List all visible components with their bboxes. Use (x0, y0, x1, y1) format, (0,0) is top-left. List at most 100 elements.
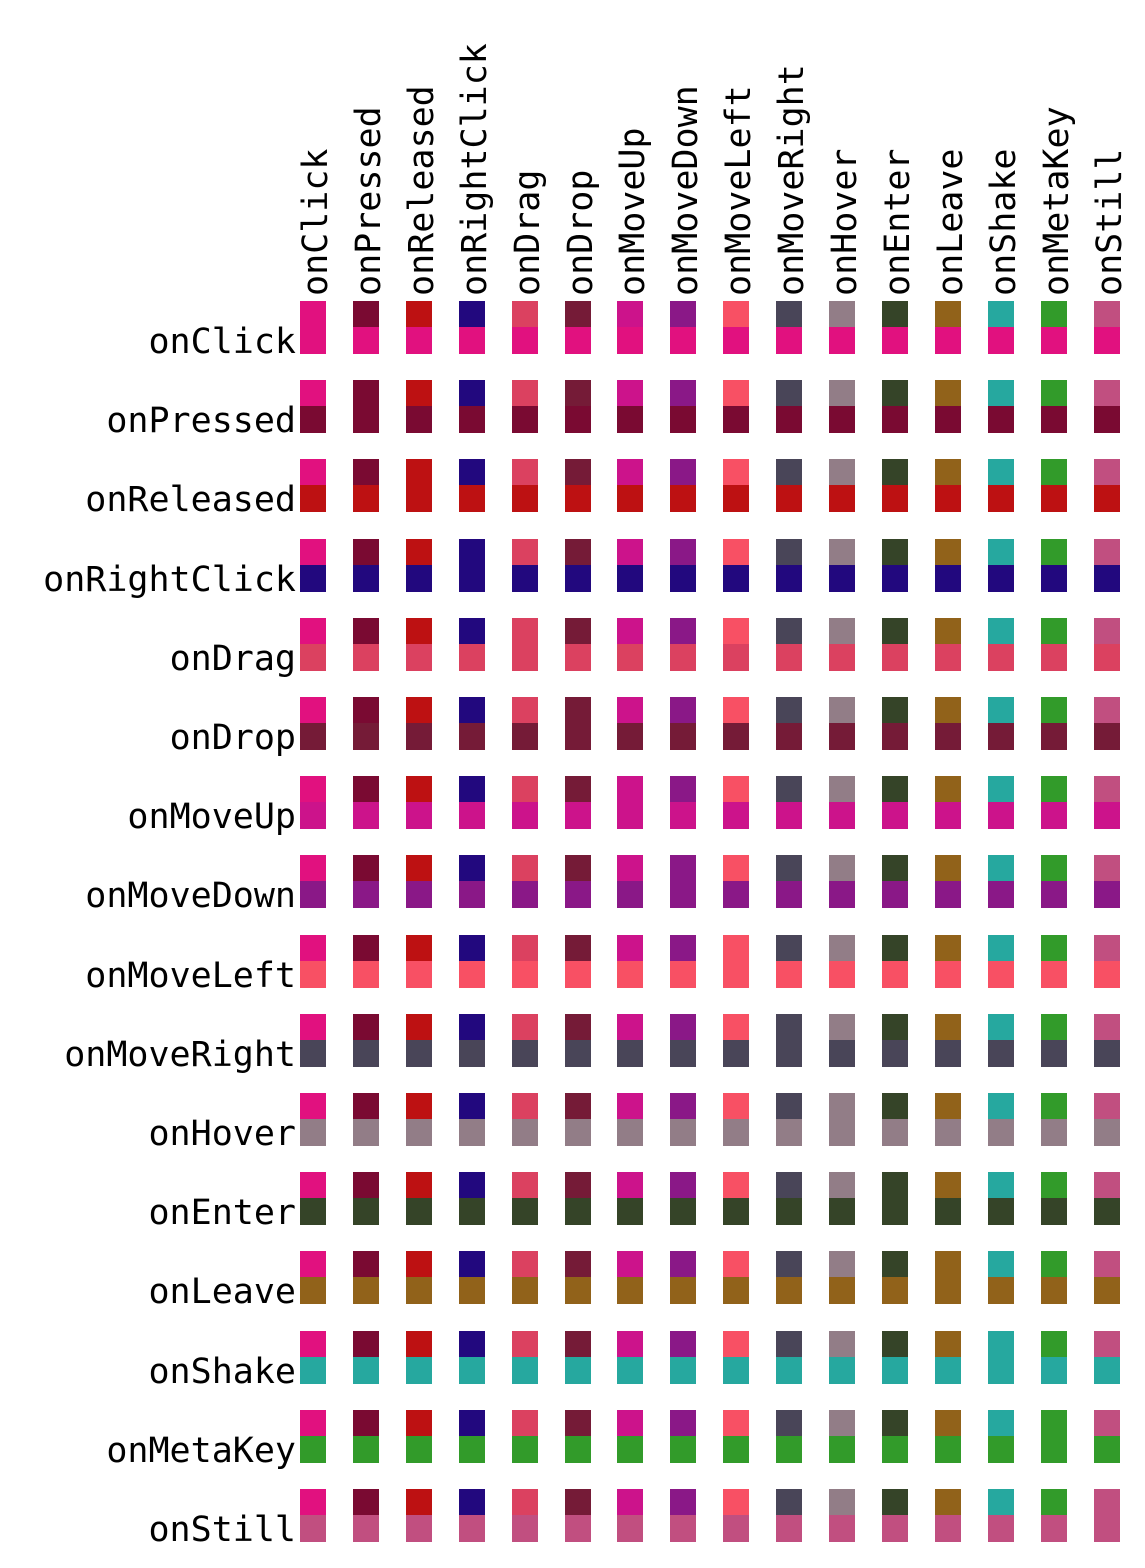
cell-bottom-swatch (511, 406, 538, 434)
cell-onMoveLeft-onDrop (564, 934, 591, 988)
cell-onMoveUp-onMoveRight (776, 776, 803, 830)
cell-onDrop-onShake (987, 697, 1014, 750)
cell-onLeave-onMoveRight (776, 1251, 803, 1305)
cell-top-swatch (511, 1489, 538, 1515)
cell-bottom-swatch (617, 723, 644, 750)
cell-bottom-swatch (776, 1515, 803, 1542)
cell-bottom-swatch (670, 1277, 697, 1305)
cell-bottom-swatch (1093, 1198, 1120, 1226)
cell-top-swatch (670, 1093, 697, 1119)
row-label-onMoveRight: onMoveRight (64, 1034, 296, 1075)
cell-top-swatch (564, 1251, 591, 1278)
cell-onLeave-onClick (300, 1251, 326, 1305)
cell-top-swatch (776, 1172, 803, 1199)
cell-onHover-onDrop (564, 1093, 591, 1146)
cell-onClick-onStill (1093, 301, 1120, 354)
cell-bottom-swatch (511, 485, 538, 513)
cell-top-swatch (617, 855, 644, 882)
cell-top-swatch (1093, 1489, 1120, 1515)
cell-top-swatch (987, 1489, 1014, 1515)
cell-bottom-swatch (511, 1356, 538, 1384)
cell-bottom-swatch (1093, 960, 1120, 988)
cell-top-swatch (1093, 380, 1120, 407)
cell-bottom-swatch (987, 1435, 1014, 1463)
cell-bottom-swatch (1040, 485, 1067, 513)
cell-onPressed-onPressed (352, 380, 379, 434)
cell-bottom-swatch (776, 406, 803, 434)
cell-bottom-swatch (405, 1515, 432, 1542)
cell-bottom-swatch (1093, 327, 1120, 354)
cell-bottom-swatch (405, 881, 432, 909)
cell-top-swatch (1040, 1013, 1067, 1040)
cell-top-swatch (829, 1251, 855, 1278)
cell-bottom-swatch (776, 881, 803, 909)
cell-bottom-swatch (987, 327, 1014, 354)
cell-onMoveUp-onClick (300, 776, 326, 830)
cell-top-swatch (564, 1409, 591, 1436)
column-label-onMetaKey: onMetaKey (1036, 106, 1077, 296)
cell-bottom-swatch (352, 564, 379, 592)
cell-bottom-swatch (881, 1356, 908, 1384)
cell-bottom-swatch (405, 485, 432, 513)
cell-top-swatch (934, 855, 961, 882)
cell-bottom-swatch (987, 643, 1014, 671)
cell-top-swatch (776, 1251, 803, 1278)
cell-bottom-swatch (617, 1356, 644, 1384)
cell-top-swatch (300, 1409, 326, 1436)
cell-onMoveRight-onDrop (564, 1013, 591, 1067)
cell-onMoveUp-onMoveUp (617, 776, 644, 830)
cell-onStill-onMoveDown (670, 1489, 697, 1542)
cell-top-swatch (300, 697, 326, 723)
cell-top-swatch (987, 776, 1014, 803)
cell-bottom-swatch (776, 327, 803, 354)
cell-bottom-swatch (723, 1198, 750, 1226)
cell-top-swatch (352, 1489, 379, 1515)
cell-onLeave-onMoveUp (617, 1251, 644, 1305)
cell-bottom-swatch (987, 1515, 1014, 1542)
cell-top-swatch (881, 1409, 908, 1436)
cell-onMoveRight-onMoveLeft (723, 1013, 750, 1067)
cell-top-swatch (564, 776, 591, 803)
cell-top-swatch (881, 380, 908, 407)
cell-bottom-swatch (352, 1515, 379, 1542)
cell-bottom-swatch (1093, 723, 1120, 750)
cell-onMoveRight-onMoveDown (670, 1013, 697, 1067)
cell-top-swatch (723, 459, 750, 486)
cell-bottom-swatch (881, 1198, 908, 1226)
cell-onReleased-onMetaKey (1040, 459, 1067, 513)
cell-bottom-swatch (405, 406, 432, 434)
cell-top-swatch (934, 538, 961, 565)
cell-top-swatch (511, 1093, 538, 1119)
cell-onDrop-onLeave (934, 697, 961, 750)
cell-bottom-swatch (723, 643, 750, 671)
cell-bottom-swatch (617, 1198, 644, 1226)
cell-top-swatch (617, 1409, 644, 1436)
cell-onShake-onLeave (934, 1330, 961, 1384)
cell-onMoveLeft-onMoveLeft (723, 934, 750, 988)
cell-top-swatch (352, 1251, 379, 1278)
cell-bottom-swatch (458, 1435, 485, 1463)
cell-top-swatch (352, 855, 379, 882)
cell-bottom-swatch (987, 485, 1014, 513)
cell-bottom-swatch (564, 1119, 591, 1146)
cell-onMoveUp-onReleased (405, 776, 432, 830)
cell-onLeave-onHover (829, 1251, 855, 1305)
cell-top-swatch (934, 776, 961, 803)
cell-top-swatch (829, 1489, 855, 1515)
cell-top-swatch (405, 855, 432, 882)
cell-bottom-swatch (1040, 327, 1067, 354)
cell-bottom-swatch (300, 1198, 326, 1226)
cell-onStill-onMoveRight (776, 1489, 803, 1542)
row-label-onLeave: onLeave (148, 1272, 296, 1313)
cell-bottom-swatch (881, 1277, 908, 1305)
cell-top-swatch (564, 1093, 591, 1119)
cell-bottom-swatch (458, 723, 485, 750)
cell-onHover-onClick (300, 1093, 326, 1146)
cell-onMetaKey-onShake (987, 1409, 1014, 1463)
column-label-onMoveUp: onMoveUp (613, 127, 654, 296)
cell-top-swatch (564, 697, 591, 723)
cell-onStill-onClick (300, 1489, 326, 1542)
cell-top-swatch (300, 1093, 326, 1119)
cell-onRightClick-onPressed (352, 538, 379, 592)
cell-top-swatch (829, 1409, 855, 1436)
